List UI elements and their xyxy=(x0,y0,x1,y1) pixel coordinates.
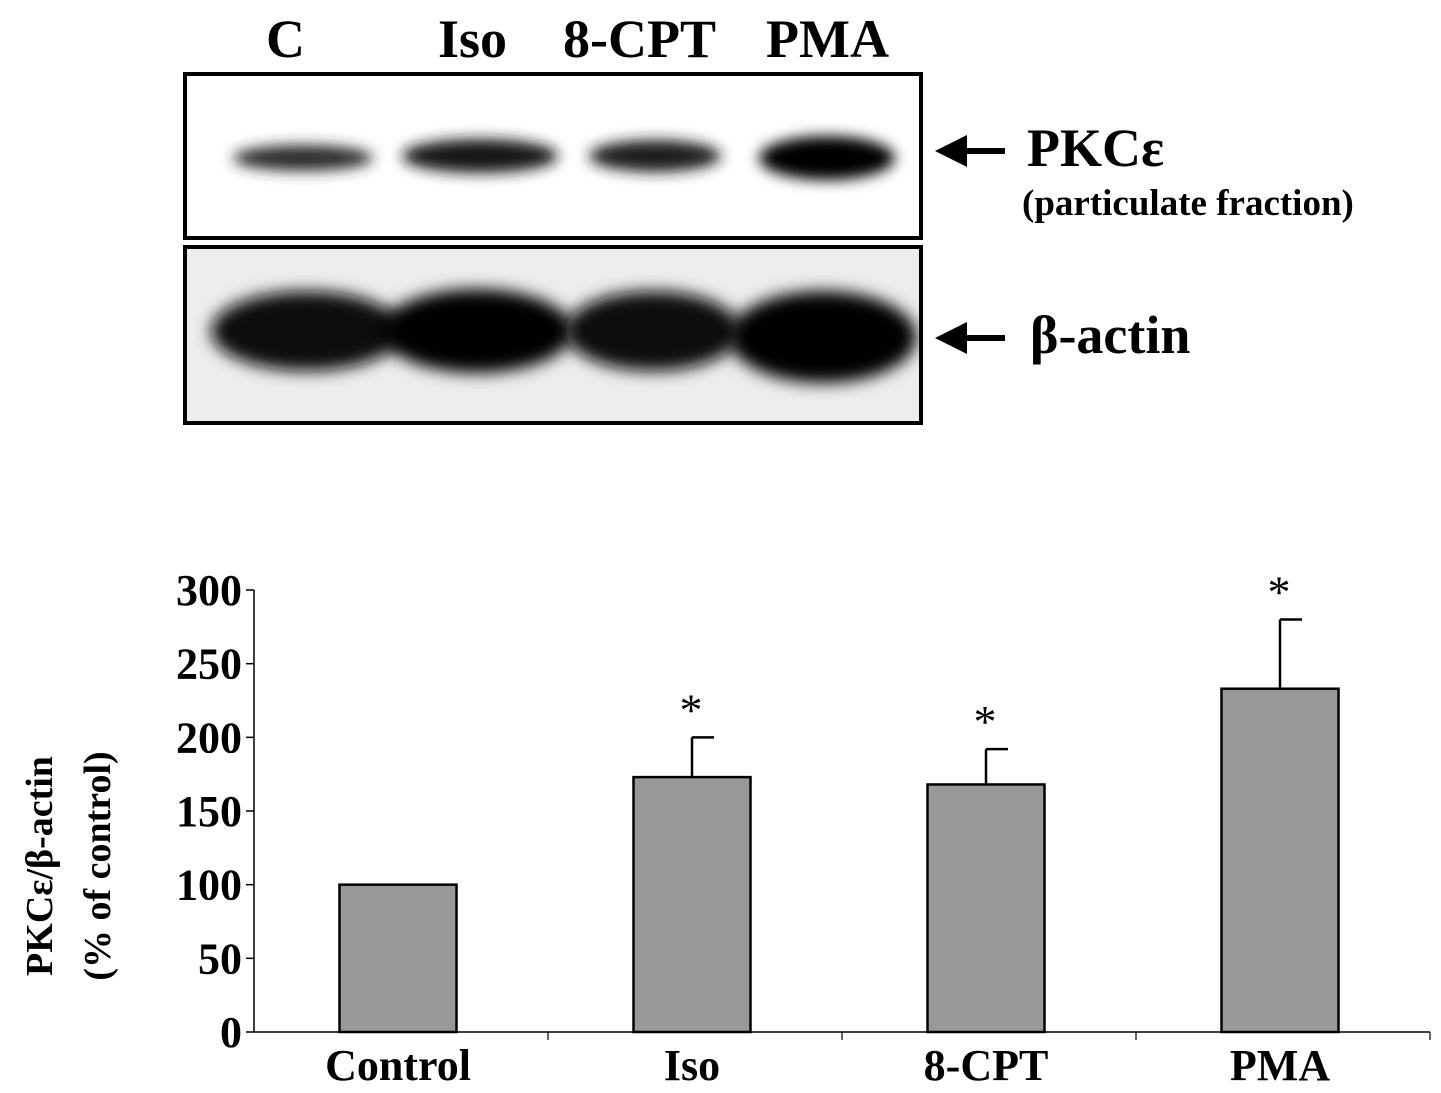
bar-control xyxy=(338,883,458,1034)
particulate-fraction-label: (particulate fraction) xyxy=(1022,183,1354,224)
blot-panel-pkce xyxy=(183,72,923,240)
y-tick-label: 0 xyxy=(220,1008,242,1057)
x-category-label: Control xyxy=(325,1041,471,1090)
bar-iso xyxy=(632,775,752,1034)
pkce-band-iso xyxy=(402,139,558,173)
y-tick-label: 300 xyxy=(176,566,242,615)
actin-band-iso xyxy=(381,289,573,373)
y-tick-label: 250 xyxy=(176,640,242,689)
lane-label-c: C xyxy=(266,9,305,69)
pkce-band-8cpt xyxy=(589,140,721,172)
actin-band-c xyxy=(211,291,403,371)
lane-label-pma: PMA xyxy=(766,9,889,69)
y-tick-label: 50 xyxy=(198,934,242,983)
significance-marker: * xyxy=(1268,566,1291,617)
x-category-label: Iso xyxy=(664,1041,720,1090)
bar-8-cpt xyxy=(926,783,1046,1034)
beta-actin-label: β-actin xyxy=(1030,305,1191,365)
bar-pma xyxy=(1220,687,1340,1034)
bar-chart: 0 50 100 150 200 250 300 Control * Iso * 8-CPT * PMA P… xyxy=(19,566,1431,1090)
pkce-bands xyxy=(233,136,895,180)
arrow-left-icon xyxy=(935,135,1005,167)
pkce-band-pma xyxy=(759,136,895,180)
arrow-left-icon xyxy=(935,322,1005,354)
beta-actin-bands xyxy=(211,289,917,383)
x-category-label: PMA xyxy=(1230,1041,1330,1090)
blot-panel-beta-actin xyxy=(183,245,923,425)
significance-marker: * xyxy=(974,696,997,747)
x-category-label: 8-CPT xyxy=(924,1041,1049,1090)
pkce-band-c xyxy=(233,145,373,171)
actin-band-8cpt xyxy=(565,291,741,371)
lane-label-iso: Iso xyxy=(438,9,508,69)
significance-marker: * xyxy=(680,684,703,735)
lane-label-8cpt: 8-CPT xyxy=(563,9,716,69)
y-tick-label: 200 xyxy=(176,713,242,762)
actin-band-pma xyxy=(729,291,917,383)
y-axis-label: PKCε/β-actin xyxy=(19,756,61,976)
y-axis-label-unit: (% of control) xyxy=(77,751,119,980)
y-tick-label: 100 xyxy=(176,861,242,910)
y-tick-label: 150 xyxy=(176,787,242,836)
pkce-label: PKCε xyxy=(1027,118,1165,178)
